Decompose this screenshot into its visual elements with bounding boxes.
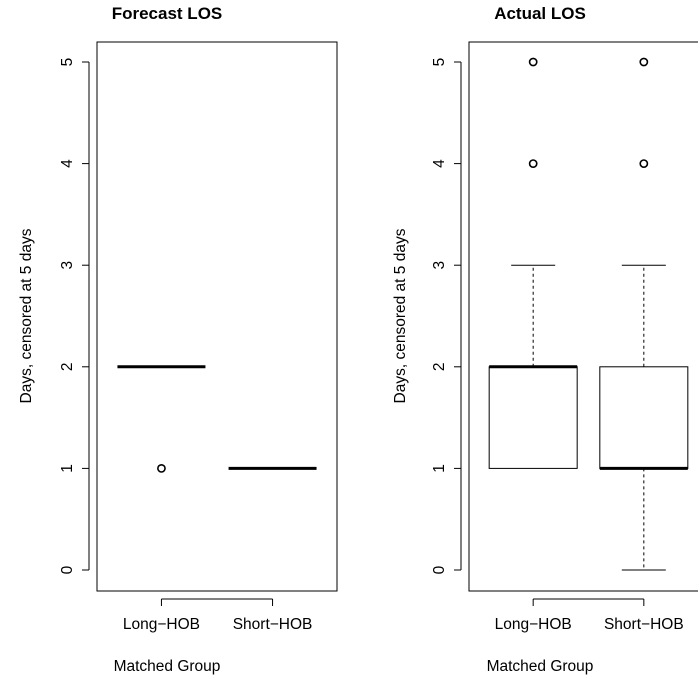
y-tick-label: 5 <box>59 58 76 67</box>
y-tick-label: 4 <box>59 159 76 168</box>
y-tick-label: 1 <box>431 464 448 473</box>
y-tick-label: 0 <box>59 565 76 574</box>
y-tick-label: 5 <box>431 58 448 67</box>
box <box>488 366 578 469</box>
y-tick-label: 2 <box>59 362 76 371</box>
x-tick-label: Long−HOB <box>495 616 572 633</box>
y-tick-label: 3 <box>59 261 76 270</box>
plot-frame <box>96 41 338 592</box>
x-tick-label: Long−HOB <box>123 616 200 633</box>
y-tick-label: 2 <box>431 362 448 371</box>
x-tick-label: Short−HOB <box>233 616 313 633</box>
outlier-point <box>528 57 538 67</box>
y-tick-label: 0 <box>431 565 448 574</box>
outlier-point <box>639 57 649 67</box>
y-axis-label: Days, censored at 5 days <box>18 228 35 403</box>
x-axis-label: Matched Group <box>487 658 594 675</box>
plot-frame <box>468 41 698 592</box>
outlier-point <box>639 159 649 168</box>
y-tick-label: 1 <box>59 464 76 473</box>
y-axis-label: Days, censored at 5 days <box>392 228 409 403</box>
x-axis-label: Matched Group <box>114 658 221 675</box>
y-tick-label: 3 <box>431 261 448 270</box>
y-tick-label: 4 <box>431 159 448 168</box>
outlier-point <box>528 159 538 168</box>
outlier-point <box>157 463 166 473</box>
x-tick-label: Short−HOB <box>604 616 684 633</box>
chart-title: Forecast LOS <box>112 4 223 23</box>
chart-title: Actual LOS <box>494 4 586 23</box>
box <box>599 366 689 469</box>
